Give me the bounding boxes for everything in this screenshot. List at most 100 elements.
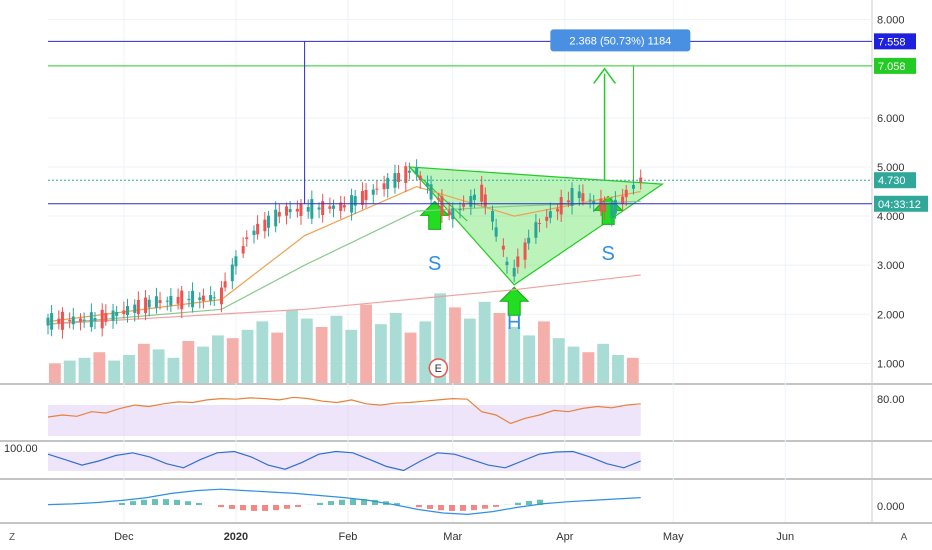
candle-body — [624, 189, 628, 198]
volume-bar — [256, 321, 269, 383]
volume-bar — [389, 313, 402, 383]
target-arrowhead — [593, 67, 617, 84]
measure-label-box — [550, 29, 691, 52]
macd-histogram-bar — [493, 505, 499, 507]
auto-scale-left-button[interactable]: Z — [8, 532, 16, 543]
candle-body — [310, 199, 314, 219]
indicator-line — [47, 396, 641, 425]
indicator-panels: 80.00 100.00 0.000 — [4, 394, 905, 516]
x-tick-label: Apr — [556, 531, 573, 543]
candle-body — [89, 312, 93, 328]
macd-histogram-bar — [339, 499, 345, 505]
volume-bar — [211, 335, 224, 383]
macd-histogram-bar — [174, 499, 180, 505]
macd-histogram-bar — [163, 499, 169, 505]
indicator-band — [48, 405, 641, 436]
volume-bar — [449, 307, 461, 383]
candle-body — [516, 256, 520, 267]
volume-bar — [360, 304, 372, 383]
candle-body — [559, 197, 563, 215]
macd-histogram-bar — [515, 502, 521, 505]
candle-body — [256, 223, 260, 235]
volume-bar — [315, 327, 328, 383]
candle-body — [610, 202, 614, 218]
candle-body — [440, 196, 444, 216]
horizontal-lines: 2.368 (50.73%) 1184 7.558 7.058 4.730 04:33:… — [48, 29, 928, 212]
candle-body — [234, 256, 238, 267]
price-tag-label: 04:33:12 — [878, 199, 921, 211]
volume-bar — [523, 335, 535, 383]
candle-body — [332, 205, 336, 209]
volume-bar — [241, 329, 254, 383]
macd-histogram-bar — [196, 502, 202, 505]
indicator-tick-label: 80.00 — [877, 394, 905, 406]
candle-body — [360, 191, 364, 205]
candle-body — [50, 313, 54, 330]
candle-body — [115, 312, 119, 316]
price-tag — [874, 172, 916, 189]
candle-body — [339, 202, 343, 211]
candle-body — [176, 296, 180, 304]
volume-bar — [167, 357, 180, 383]
candle-body — [266, 215, 270, 228]
y-tick-label: 1.000 — [877, 358, 905, 370]
macd-histogram-bar — [361, 499, 367, 505]
volume-bar — [434, 293, 447, 383]
volume-bar — [286, 310, 298, 383]
x-tick-label: 2020 — [224, 531, 248, 543]
candle-body — [534, 222, 538, 238]
candle-body — [566, 200, 570, 203]
candle-body — [480, 184, 484, 202]
grid — [0, 0, 932, 524]
candle-body — [415, 167, 419, 175]
macd-histogram-bar — [317, 502, 323, 505]
candle-body — [144, 297, 148, 314]
candle-body — [198, 297, 202, 300]
macd-histogram-bar — [284, 505, 290, 509]
candle-body — [491, 210, 495, 222]
candle-body — [570, 188, 574, 206]
candle-body — [306, 207, 310, 212]
macd-histogram-bar — [229, 505, 235, 509]
macd-histogram-bar — [350, 499, 356, 505]
moving-average-line — [47, 274, 641, 325]
pattern-label: S — [428, 253, 441, 275]
auto-scale-right-button[interactable]: A — [900, 532, 908, 543]
candle-body — [581, 193, 585, 202]
volume-bar — [537, 321, 550, 383]
candle-body — [169, 296, 173, 306]
volume-bar — [597, 343, 610, 383]
candle-body — [545, 216, 549, 221]
candle-body — [371, 189, 375, 195]
candle-body — [317, 207, 321, 210]
candle-body — [274, 209, 278, 227]
volume-bar — [478, 301, 491, 383]
candle-body — [588, 199, 592, 201]
candle-body — [288, 209, 292, 213]
macd-histogram-bar — [394, 503, 400, 505]
earnings-marker-label: E — [435, 363, 442, 375]
volume-bar — [612, 355, 624, 383]
candle-body — [613, 199, 617, 214]
x-tick-label: Dec — [114, 531, 134, 543]
price-tag-label: 7.058 — [878, 61, 906, 73]
macd-histogram-bar — [416, 505, 422, 508]
candle-body — [180, 290, 184, 310]
candle-body — [57, 318, 61, 324]
macd-histogram-bar — [471, 505, 477, 511]
x-tick-label: Jun — [776, 531, 794, 543]
candle-body — [538, 222, 542, 224]
candle-body — [397, 173, 401, 183]
candle-body — [512, 267, 516, 277]
candle-body — [230, 264, 234, 282]
volume-bar — [137, 343, 150, 383]
volume-bar — [49, 363, 61, 383]
macd-histogram-bar — [482, 505, 488, 509]
candle-body — [386, 177, 390, 189]
candle-body — [277, 212, 281, 217]
candle-body — [353, 196, 357, 206]
candle-body — [494, 227, 498, 237]
candle-body — [154, 296, 158, 308]
candle-body — [603, 203, 607, 212]
